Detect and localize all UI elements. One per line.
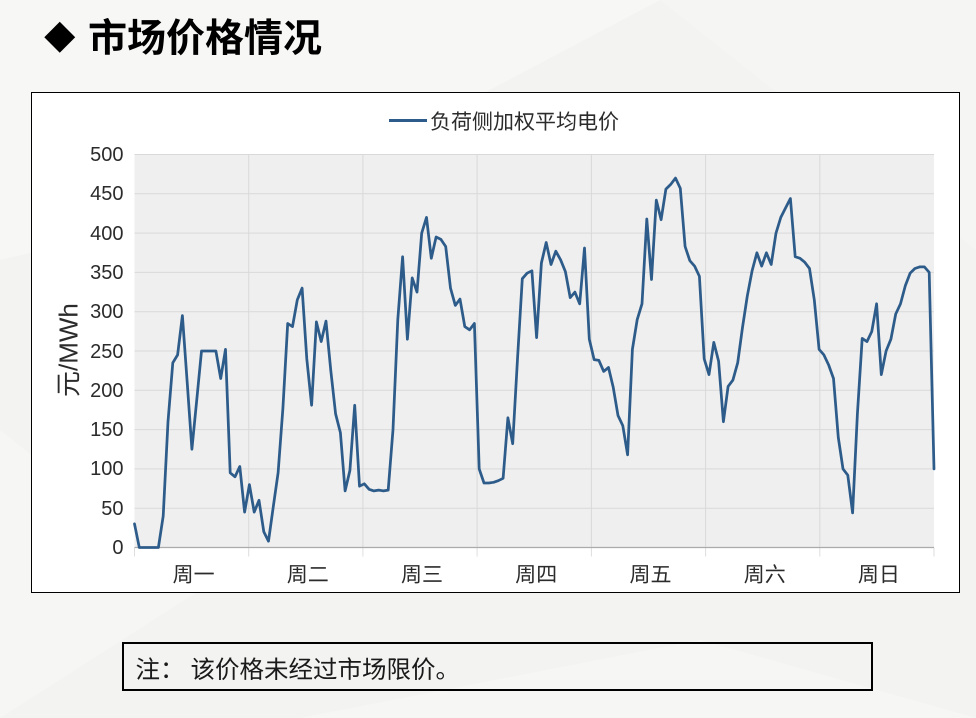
svg-text:/MWh: /MWh bbox=[54, 303, 84, 371]
